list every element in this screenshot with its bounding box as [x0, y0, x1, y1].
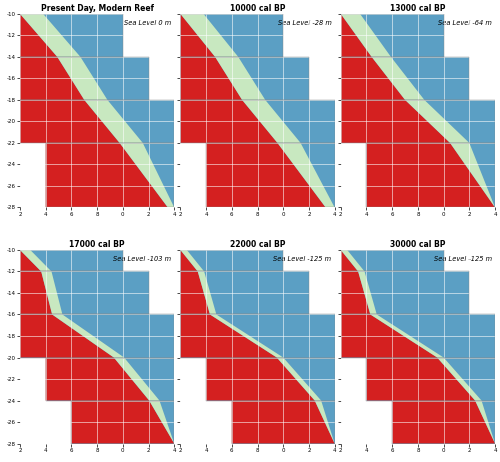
Polygon shape [215, 57, 265, 100]
Text: Sea Level -64 m: Sea Level -64 m [438, 20, 492, 26]
Title: 10000 cal BP: 10000 cal BP [230, 4, 285, 13]
Polygon shape [278, 143, 334, 207]
Polygon shape [180, 14, 238, 57]
Polygon shape [437, 358, 482, 401]
Polygon shape [46, 143, 168, 207]
Polygon shape [20, 315, 114, 358]
Polygon shape [341, 272, 370, 315]
Polygon shape [475, 401, 495, 444]
Polygon shape [341, 250, 364, 272]
Polygon shape [314, 401, 334, 444]
Polygon shape [58, 57, 108, 100]
Polygon shape [46, 358, 149, 401]
Polygon shape [206, 358, 314, 401]
Polygon shape [46, 358, 174, 401]
Text: Sea Level -103 m: Sea Level -103 m [113, 256, 171, 262]
Polygon shape [180, 315, 277, 358]
Polygon shape [114, 358, 160, 401]
Polygon shape [358, 272, 377, 315]
Polygon shape [180, 14, 283, 57]
Polygon shape [341, 57, 469, 100]
Polygon shape [180, 250, 283, 272]
Polygon shape [405, 100, 469, 143]
Polygon shape [366, 143, 495, 207]
Polygon shape [120, 143, 174, 207]
Polygon shape [341, 14, 444, 57]
Text: Sea Level -125 m: Sea Level -125 m [274, 256, 332, 262]
Polygon shape [232, 401, 334, 444]
Polygon shape [20, 57, 84, 100]
Polygon shape [210, 315, 283, 358]
Polygon shape [20, 272, 148, 315]
Polygon shape [20, 272, 52, 315]
Polygon shape [84, 100, 142, 143]
Polygon shape [72, 401, 174, 444]
Polygon shape [180, 57, 309, 100]
Polygon shape [20, 100, 119, 143]
Polygon shape [41, 272, 62, 315]
Polygon shape [20, 250, 52, 272]
Polygon shape [180, 100, 278, 143]
Polygon shape [450, 143, 495, 207]
Text: Sea Level 0 m: Sea Level 0 m [124, 20, 171, 26]
Polygon shape [20, 250, 123, 272]
Polygon shape [392, 401, 495, 444]
Polygon shape [180, 14, 215, 57]
Polygon shape [372, 57, 424, 100]
Title: 13000 cal BP: 13000 cal BP [390, 4, 446, 13]
Polygon shape [198, 272, 216, 315]
Polygon shape [72, 401, 174, 444]
Polygon shape [20, 315, 174, 358]
Polygon shape [341, 100, 495, 143]
Polygon shape [341, 57, 405, 100]
Polygon shape [341, 315, 495, 358]
Polygon shape [341, 315, 437, 358]
Polygon shape [20, 57, 148, 100]
Polygon shape [366, 358, 495, 401]
Title: 22000 cal BP: 22000 cal BP [230, 240, 285, 249]
Polygon shape [341, 272, 469, 315]
Polygon shape [366, 143, 495, 207]
Title: 30000 cal BP: 30000 cal BP [390, 240, 446, 249]
Polygon shape [341, 250, 358, 272]
Polygon shape [180, 272, 309, 315]
Polygon shape [341, 100, 450, 143]
Polygon shape [206, 358, 334, 401]
Polygon shape [20, 14, 123, 57]
Polygon shape [232, 401, 334, 444]
Text: Sea Level -125 m: Sea Level -125 m [434, 256, 492, 262]
Polygon shape [341, 250, 444, 272]
Polygon shape [366, 358, 475, 401]
Polygon shape [180, 57, 242, 100]
Polygon shape [52, 315, 124, 358]
Polygon shape [20, 14, 58, 57]
Polygon shape [20, 100, 174, 143]
Polygon shape [180, 250, 198, 272]
Polygon shape [206, 143, 326, 207]
Polygon shape [180, 315, 334, 358]
Polygon shape [370, 315, 444, 358]
Polygon shape [20, 14, 80, 57]
Polygon shape [341, 14, 372, 57]
Text: Sea Level -28 m: Sea Level -28 m [278, 20, 332, 26]
Polygon shape [180, 250, 204, 272]
Polygon shape [180, 272, 210, 315]
Polygon shape [242, 100, 300, 143]
Polygon shape [20, 250, 41, 272]
Title: 17000 cal BP: 17000 cal BP [70, 240, 125, 249]
Title: Present Day, Modern Reef: Present Day, Modern Reef [40, 4, 154, 13]
Polygon shape [180, 100, 334, 143]
Polygon shape [341, 14, 391, 57]
Polygon shape [277, 358, 321, 401]
Polygon shape [392, 401, 495, 444]
Polygon shape [149, 401, 174, 444]
Polygon shape [46, 143, 174, 207]
Polygon shape [206, 143, 334, 207]
